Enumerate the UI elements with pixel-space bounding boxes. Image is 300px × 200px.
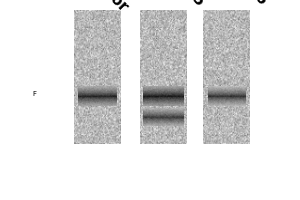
Text: 4466: 4466 [230,0,270,8]
Text: Nor: Nor [99,0,131,16]
Text: 2295: 2295 [167,0,207,10]
Text: F: F [32,91,37,97]
